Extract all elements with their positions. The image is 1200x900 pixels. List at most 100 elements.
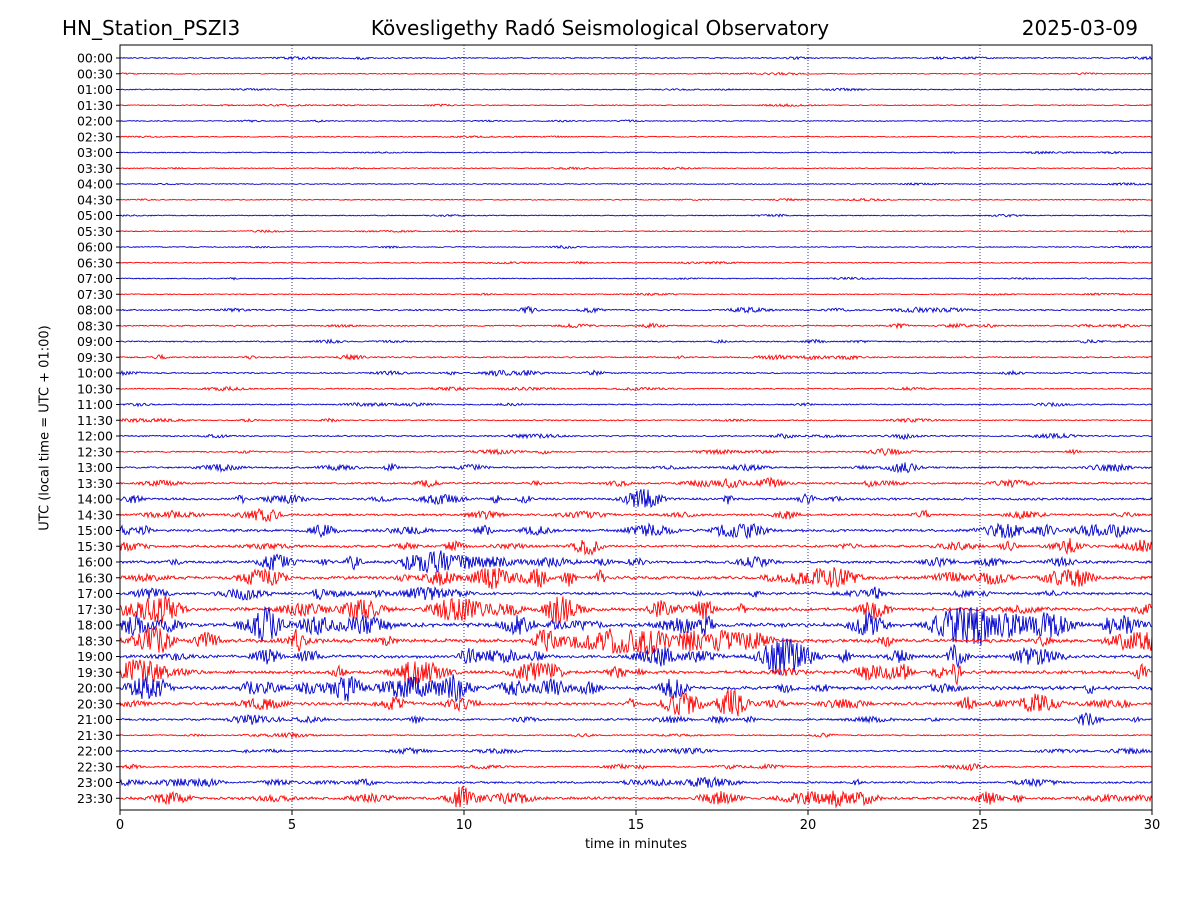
y-tick-label: 08:30 <box>77 318 113 333</box>
y-tick-label: 07:00 <box>77 271 113 286</box>
y-tick-label: 03:00 <box>77 145 113 160</box>
y-tick-label: 17:00 <box>77 586 113 601</box>
x-tick-label: 5 <box>288 818 296 833</box>
y-tick-label: 19:30 <box>77 665 113 680</box>
trace-19-30 <box>119 659 1153 688</box>
trace-01-00 <box>119 87 1153 92</box>
y-tick-label: 13:00 <box>77 460 113 475</box>
y-tick-label: 15:00 <box>77 523 113 538</box>
y-tick-label: 00:30 <box>77 66 113 81</box>
trace-14-30 <box>119 507 1153 523</box>
trace-22-00 <box>119 746 1153 755</box>
y-tick-label: 10:00 <box>77 366 113 381</box>
trace-17-00 <box>119 586 1153 601</box>
y-tick-label: 10:30 <box>77 381 113 396</box>
x-tick-label: 20 <box>800 818 817 833</box>
y-tick-label: 13:30 <box>77 476 113 491</box>
y-tick-label: 01:30 <box>77 98 113 113</box>
trace-06-30 <box>119 260 1153 265</box>
y-tick-label: 16:00 <box>77 555 113 570</box>
trace-21-00 <box>119 712 1153 726</box>
trace-04-00 <box>119 181 1153 187</box>
y-tick-label: 01:00 <box>77 82 113 97</box>
date-label: 2025-03-09 <box>1021 16 1138 40</box>
trace-09-00 <box>119 338 1153 345</box>
y-tick-label: 02:30 <box>77 129 113 144</box>
grid-lines <box>291 45 981 810</box>
y-tick-label: 05:00 <box>77 208 113 223</box>
trace-18-30 <box>119 626 1153 656</box>
y-tick-label: 23:00 <box>77 775 113 790</box>
trace-02-30 <box>119 135 1153 139</box>
trace-15-30 <box>119 538 1153 556</box>
y-tick-label: 22:30 <box>77 759 113 774</box>
trace-10-00 <box>119 369 1153 377</box>
y-tick-label: 14:30 <box>77 507 113 522</box>
y-tick-label: 22:00 <box>77 744 113 759</box>
y-tick-label: 04:00 <box>77 177 113 192</box>
y-axis-label: UTC (local time = UTC + 01:00) <box>37 325 53 531</box>
trace-13-30 <box>119 476 1153 489</box>
traces <box>119 55 1153 809</box>
chart-title: Kövesligethy Radó Seismological Observat… <box>370 16 830 40</box>
x-tick-label: 15 <box>628 818 645 833</box>
trace-15-00 <box>119 522 1153 540</box>
y-tick-label: 18:30 <box>77 633 113 648</box>
trace-12-30 <box>119 448 1153 457</box>
y-tick-label: 18:00 <box>77 618 113 633</box>
trace-12-00 <box>119 432 1153 441</box>
y-tick-label: 23:30 <box>77 791 113 806</box>
trace-02-00 <box>119 119 1153 123</box>
x-tick-label: 10 <box>456 818 473 833</box>
x-axis-label: time in minutes <box>584 837 688 852</box>
y-tick-label: 08:00 <box>77 303 113 318</box>
trace-07-00 <box>119 276 1153 281</box>
trace-18-00 <box>119 605 1153 646</box>
y-tick-label: 20:30 <box>77 696 113 711</box>
trace-17-30 <box>119 596 1153 624</box>
y-tick-label: 00:00 <box>77 51 113 66</box>
trace-16-00 <box>119 550 1153 574</box>
trace-23-00 <box>119 776 1153 788</box>
trace-03-30 <box>119 166 1153 171</box>
trace-14-00 <box>119 489 1153 508</box>
trace-08-30 <box>119 322 1153 330</box>
y-tick-label: 15:30 <box>77 539 113 554</box>
y-tick-label: 09:30 <box>77 350 113 365</box>
trace-04-30 <box>119 197 1153 202</box>
trace-20-00 <box>119 674 1153 703</box>
y-tick-label: 16:30 <box>77 570 113 585</box>
trace-05-00 <box>119 213 1153 218</box>
y-tick-label: 14:00 <box>77 492 113 507</box>
y-tick-label: 11:30 <box>77 413 113 428</box>
y-tick-label: 12:00 <box>77 429 113 444</box>
trace-06-00 <box>119 244 1153 250</box>
trace-22-30 <box>119 762 1153 772</box>
station-label: HN_Station_PSZI3 <box>62 16 241 40</box>
trace-09-30 <box>119 353 1153 361</box>
trace-20-30 <box>119 689 1153 717</box>
y-tick-label: 21:00 <box>77 712 113 727</box>
trace-11-30 <box>119 417 1153 424</box>
trace-21-30 <box>119 731 1153 739</box>
x-tick-label: 30 <box>1144 818 1161 833</box>
y-tick-label: 09:00 <box>77 334 113 349</box>
trace-13-00 <box>119 462 1153 474</box>
trace-00-30 <box>119 71 1153 76</box>
trace-03-00 <box>119 150 1153 155</box>
trace-01-30 <box>119 102 1153 108</box>
x-tick-label: 25 <box>972 818 989 833</box>
y-tick-label: 06:30 <box>77 255 113 270</box>
y-tick-label: 04:30 <box>77 192 113 207</box>
y-tick-label: 03:30 <box>77 161 113 176</box>
trace-11-00 <box>119 401 1153 408</box>
trace-07-30 <box>119 292 1153 297</box>
x-tick-label: 0 <box>116 818 124 833</box>
y-tick-label: 17:30 <box>77 602 113 617</box>
y-tick-label: 12:30 <box>77 444 113 459</box>
trace-05-30 <box>119 229 1153 234</box>
trace-10-30 <box>119 385 1153 392</box>
y-tick-label: 21:30 <box>77 728 113 743</box>
y-tick-label: 02:00 <box>77 114 113 129</box>
